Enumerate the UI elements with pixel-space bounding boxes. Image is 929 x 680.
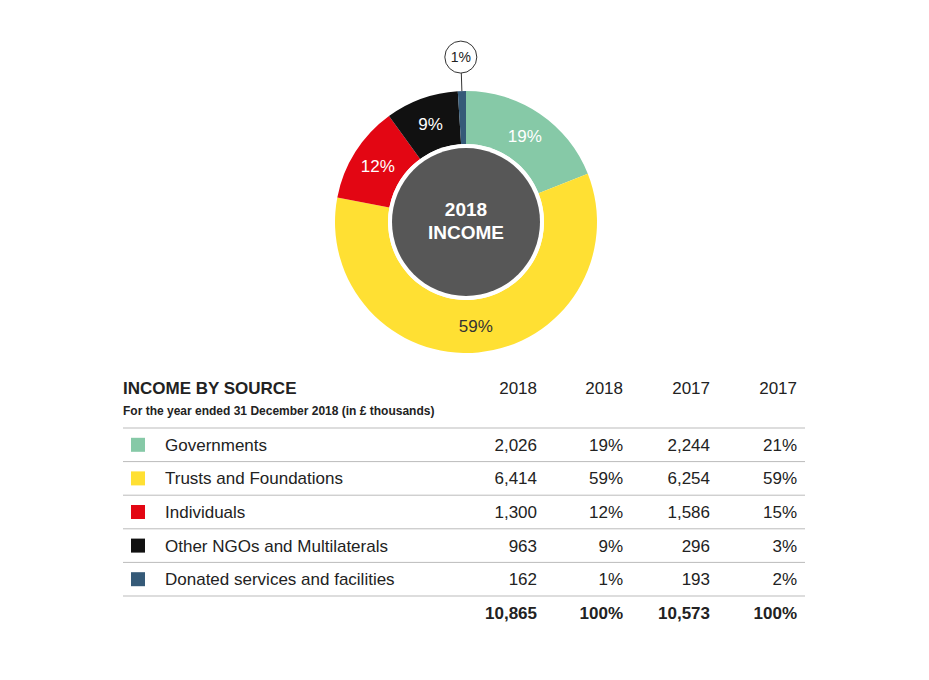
- slices: [335, 91, 597, 353]
- callout-circle: [445, 41, 477, 73]
- table-rule: [123, 596, 805, 597]
- row-label: Trusts and Foundations: [165, 469, 343, 488]
- title-line: INCOME: [428, 222, 504, 243]
- table-cell: 12%: [589, 503, 623, 522]
- total-cell: 100%: [754, 604, 797, 623]
- table-cell: 15%: [763, 503, 797, 522]
- legend-swatch: [131, 539, 145, 553]
- leader-line: [461, 73, 463, 91]
- row-label: Individuals: [165, 503, 245, 522]
- slice-labels: 19% 59% 12% 9% 1%: [361, 41, 542, 336]
- table-cell: 6,254: [667, 469, 710, 488]
- table-cell: 9%: [598, 537, 623, 556]
- table-rule: [123, 562, 805, 563]
- column-header: 2017: [759, 379, 797, 398]
- table-cell: 296: [682, 537, 710, 556]
- data-label: 9%: [418, 115, 443, 134]
- title-line: 2018: [445, 199, 487, 220]
- table-rule: [123, 528, 805, 529]
- center-disc: [392, 148, 540, 296]
- chart: 19%59%12%9%1%2018INCOMEINCOME BY SOURCEF…: [0, 0, 929, 680]
- table-cell: 21%: [763, 436, 797, 455]
- table-cell: 59%: [589, 469, 623, 488]
- slice: [458, 91, 466, 144]
- table-rule: [123, 461, 805, 462]
- table-cell: 162: [509, 570, 537, 589]
- total-cell: 10,865: [485, 604, 537, 623]
- row-label: Other NGOs and Multilaterals: [165, 537, 388, 556]
- row-label: Governments: [165, 436, 267, 455]
- total-cell: 100%: [580, 604, 623, 623]
- table-cell: 193: [682, 570, 710, 589]
- legend-swatch: [131, 471, 145, 485]
- table-cell: 2,026: [494, 436, 537, 455]
- table-cell: 3%: [772, 537, 797, 556]
- column-header: 2018: [499, 379, 537, 398]
- table-cell: 1,300: [494, 503, 537, 522]
- table-title: INCOME BY SOURCE: [123, 379, 297, 398]
- title: 2018INCOME: [428, 199, 504, 243]
- table-rule: [123, 428, 805, 429]
- legend-swatch: [131, 572, 145, 586]
- table-cell: 2,244: [667, 436, 710, 455]
- table-cell: 1%: [598, 570, 623, 589]
- table-cell: 2%: [772, 570, 797, 589]
- table-subtitle: For the year ended 31 December 2018 (in …: [123, 404, 434, 418]
- table-cell: 59%: [763, 469, 797, 488]
- data-label: 12%: [361, 157, 395, 176]
- total-cell: 10,573: [658, 604, 710, 623]
- table-cell: 6,414: [494, 469, 537, 488]
- column-header: 2018: [585, 379, 623, 398]
- row-label: Donated services and facilities: [165, 570, 395, 589]
- data-label: 19%: [508, 127, 542, 146]
- table-cell: 1,586: [667, 503, 710, 522]
- data-label: 59%: [459, 317, 493, 336]
- legend-swatch: [131, 505, 145, 519]
- table-cell: 19%: [589, 436, 623, 455]
- table-rule: [123, 495, 805, 496]
- data-label: 1%: [451, 49, 471, 65]
- legend-swatch: [131, 438, 145, 452]
- table-cell: 963: [509, 537, 537, 556]
- hole: [388, 144, 544, 300]
- column-header: 2017: [672, 379, 710, 398]
